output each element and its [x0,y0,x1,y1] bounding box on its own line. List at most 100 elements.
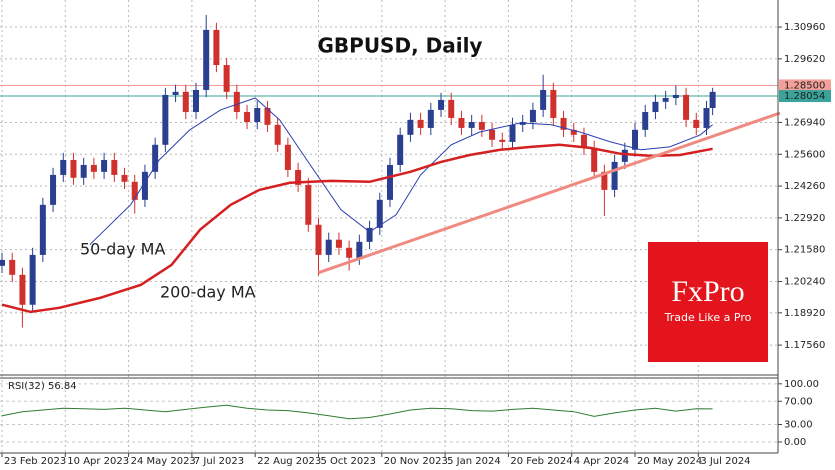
y-tick-label: 1.18920 [784,308,825,319]
candle-body [182,91,189,113]
candle-body [407,119,414,135]
x-tick-label: 22 Aug 2023 [257,456,321,467]
candle-body [458,117,465,128]
ma-line [89,97,713,246]
candle-body [376,199,383,228]
candle-body [141,171,148,200]
trend-line [318,111,781,275]
candle-body [39,204,46,255]
candle-body [131,181,138,200]
y-tick-label: 1.17560 [784,340,825,351]
y-tick-label: 1.21580 [784,245,825,256]
candle-body [468,121,475,128]
candle-body [672,94,679,99]
logo-tagline: Trade Like a Pro [664,311,752,324]
candle-body [662,98,669,102]
y-tick-label: 1.22920 [784,213,825,224]
candle-body [560,117,567,130]
candle-body [386,164,393,200]
candle-body [580,134,587,148]
rsi-tick-label: 70.00 [784,396,813,407]
candle-body [346,247,353,258]
x-tick-label: 24 May 2023 [131,456,196,467]
candle-body [570,129,577,135]
candle-body [621,149,628,162]
candle-body [709,91,716,108]
y-tick-label: 1.29620 [784,54,825,65]
series-label: 200-day MA [160,283,256,302]
candle-body [152,144,159,172]
level-label: 1.28054 [784,91,825,102]
logo-name: FxPro [671,275,744,308]
rsi-line [1,404,713,420]
candle-body [703,107,710,128]
candle-body [29,254,36,305]
candle-body [70,159,77,178]
x-tick-label: 5 Oct 2023 [321,456,376,467]
candle-body [366,227,373,242]
x-tick-label: 10 Apr 2023 [67,456,129,467]
candle-body [162,94,169,145]
candle-body [60,159,67,175]
x-tick-label: 20 May 2024 [637,456,702,467]
candle-body [274,124,281,145]
y-tick-label: 1.24260 [784,181,825,192]
series-label: 50-day MA [80,240,165,259]
candle-body [499,139,506,142]
candle-body [111,159,118,175]
x-tick-label: 5 Jan 2024 [447,456,501,467]
candle-body [90,164,97,172]
candle-body [693,119,700,128]
candle-body [509,124,516,142]
x-tick-label: 3 Jul 2024 [700,456,750,467]
ma-line [1,143,713,314]
candle-body [0,259,5,266]
candle-body [652,101,659,113]
candle-body [172,91,179,95]
candle-body [540,89,547,110]
candle-body [591,147,598,172]
candle-body [295,169,302,185]
candle-body [356,241,363,258]
logo-box [648,242,768,362]
x-tick-label: 4 Apr 2024 [574,456,629,467]
candle-body [448,99,455,118]
candle-body [529,109,536,122]
y-tick-label: 1.26940 [784,117,825,128]
candle-body [632,129,639,150]
candle-body [611,161,618,190]
level-box [779,79,831,92]
candle-body [438,99,445,110]
candle-body [19,274,26,305]
candle-body [683,94,690,120]
candle-body [50,174,57,205]
candle-body [233,91,240,113]
candle-body [489,129,496,140]
rsi-label: RSI(32) 56.84 [8,381,77,392]
candle-body [223,65,230,92]
candle-body [601,171,608,190]
y-tick-label: 1.20240 [784,276,825,287]
x-tick-label: 20 Feb 2024 [510,456,572,467]
candle-body [203,29,210,90]
candle-body [192,89,199,113]
candle-body [284,144,291,170]
candle-body [417,119,424,128]
candle-body [478,121,485,130]
rsi-tick-label: 30.00 [784,420,813,431]
candle-body [397,134,404,165]
plot [0,14,781,420]
x-tick-label: 23 Feb 2023 [4,456,66,467]
x-tick-label: 7 Jul 2023 [194,456,244,467]
candle-body [335,239,342,248]
rsi-tick-label: 0.00 [784,437,806,448]
candle-body [121,174,128,182]
candle-body [213,29,220,66]
level-box [779,90,831,103]
x-tick-label: 20 Nov 2023 [384,456,448,467]
level-label: 1.28500 [784,80,825,91]
chart-title: GBPUSD, Daily [318,34,483,58]
candle-body [315,224,322,255]
rsi-tick-label: 100.00 [784,379,819,390]
